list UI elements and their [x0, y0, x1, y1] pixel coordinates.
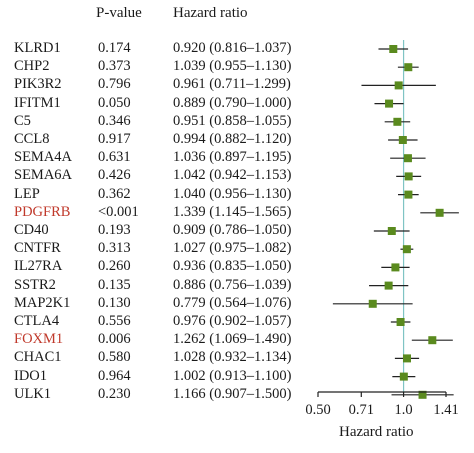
gene-label: IDO1 — [14, 367, 48, 384]
p-value-cell: 0.230 — [98, 385, 131, 402]
p-value-cell: 0.193 — [98, 222, 131, 238]
p-value-cell: 0.796 — [98, 76, 131, 93]
gene-label: ULK1 — [14, 385, 52, 402]
gene-label: CHAC1 — [14, 349, 62, 366]
p-value-cell: 0.964 — [98, 367, 131, 384]
p-value-cell: 0.050 — [98, 94, 131, 111]
hr-marker — [394, 81, 403, 90]
gene-label: SSTR2 — [14, 276, 56, 293]
hr-marker — [398, 136, 407, 144]
p-value-cell: 0.346 — [98, 112, 131, 129]
x-axis-title: Hazard ratio — [339, 424, 414, 440]
hazard-ratio-cell: 1.042 (0.942–1.153) — [173, 167, 292, 184]
hazard-ratio-cell: 0.886 (0.756–1.039) — [173, 276, 292, 293]
hr-marker — [384, 281, 393, 290]
hazard-ratio-header: Hazard ratio — [173, 5, 248, 21]
hr-marker — [396, 318, 405, 326]
x-tick-label: 0.50 — [305, 402, 330, 418]
gene-label: CD40 — [14, 222, 49, 238]
hr-marker — [404, 190, 413, 199]
gene-label: MAP2K1 — [14, 294, 71, 311]
hazard-ratio-cell: 0.889 (0.790–1.000) — [173, 94, 292, 111]
gene-label: IFITM1 — [14, 94, 61, 111]
hazard-ratio-cell: 1.028 (0.932–1.134) — [173, 349, 292, 366]
hr-marker — [403, 154, 412, 163]
hazard-ratio-cell: 0.951 (0.858–1.055) — [173, 112, 292, 129]
p-value-cell: 0.362 — [98, 185, 131, 202]
gene-label: CNTFR — [14, 240, 61, 257]
hr-marker — [399, 372, 408, 381]
p-value-cell: 0.373 — [98, 58, 131, 75]
gene-label: PIK3R2 — [14, 76, 62, 93]
gene-label: IL27RA — [14, 258, 63, 275]
p-value-cell: 0.174 — [98, 40, 131, 56]
hazard-ratio-cell: 0.994 (0.882–1.120) — [173, 131, 292, 147]
hazard-ratio-cell: 1.027 (0.975–1.082) — [173, 240, 292, 257]
hr-marker — [368, 299, 377, 308]
hr-marker — [393, 117, 402, 126]
hr-marker — [402, 245, 411, 254]
gene-label: CCL8 — [14, 131, 50, 147]
p-value-cell: 0.580 — [98, 349, 131, 366]
p-value-cell: 0.556 — [98, 313, 131, 329]
x-tick-label: 1.41 — [433, 402, 458, 418]
p-value-cell: 0.313 — [98, 240, 131, 257]
hazard-ratio-cell: 1.036 (0.897–1.195) — [173, 149, 292, 166]
gene-label: FOXM1 — [14, 331, 64, 348]
p-value-cell: <0.001 — [98, 203, 139, 220]
hr-marker — [418, 390, 427, 399]
gene-label: CHP2 — [14, 58, 50, 75]
hr-marker — [389, 45, 398, 53]
gene-label: KLRD1 — [14, 40, 61, 56]
p-value-cell: 0.631 — [98, 149, 131, 166]
hazard-ratio-cell: 1.039 (0.955–1.130) — [173, 58, 292, 75]
p-value-cell: 0.917 — [98, 131, 131, 147]
p-value-cell: 0.260 — [98, 258, 131, 275]
gene-label: LEP — [14, 185, 40, 202]
hazard-ratio-cell: 0.961 (0.711–1.299) — [173, 76, 291, 93]
gene-label: CTLA4 — [14, 313, 60, 329]
p-value-cell: 0.135 — [98, 276, 131, 293]
hazard-ratio-cell: 1.166 (0.907–1.500) — [173, 385, 292, 402]
hazard-ratio-cell: 1.040 (0.956–1.130) — [173, 185, 292, 202]
x-tick-label: 1.0 — [395, 402, 413, 418]
gene-label: C5 — [14, 112, 31, 129]
hr-marker — [402, 354, 411, 363]
hr-marker — [387, 227, 396, 235]
hr-marker — [435, 208, 444, 217]
hazard-ratio-cell: 1.262 (1.069–1.490) — [173, 331, 292, 348]
gene-label: SEMA6A — [14, 167, 73, 184]
hr-marker — [404, 63, 413, 72]
gene-label: SEMA4A — [14, 149, 73, 166]
x-tick-label: 0.71 — [349, 402, 374, 418]
hazard-ratio-cell: 1.339 (1.145–1.565) — [173, 203, 292, 220]
hazard-ratio-cell: 0.936 (0.835–1.050) — [173, 258, 292, 275]
hazard-ratio-cell: 0.909 (0.786–1.050) — [173, 222, 292, 238]
hr-marker — [385, 99, 394, 108]
p-value-cell: 0.006 — [98, 331, 131, 348]
hazard-ratio-cell: 1.002 (0.913–1.100) — [173, 367, 292, 384]
p-value-cell: 0.130 — [98, 294, 131, 311]
pvalue-header: P-value — [96, 5, 142, 21]
hr-marker — [391, 263, 400, 272]
gene-label: PDGFRB — [14, 203, 71, 220]
hazard-ratio-cell: 0.976 (0.902–1.057) — [173, 313, 292, 329]
hazard-ratio-cell: 0.920 (0.816–1.037) — [173, 40, 292, 56]
hr-marker — [428, 336, 437, 345]
p-value-cell: 0.426 — [98, 167, 131, 184]
hr-marker — [404, 172, 413, 181]
hazard-ratio-cell: 0.779 (0.564–1.076) — [173, 294, 292, 311]
